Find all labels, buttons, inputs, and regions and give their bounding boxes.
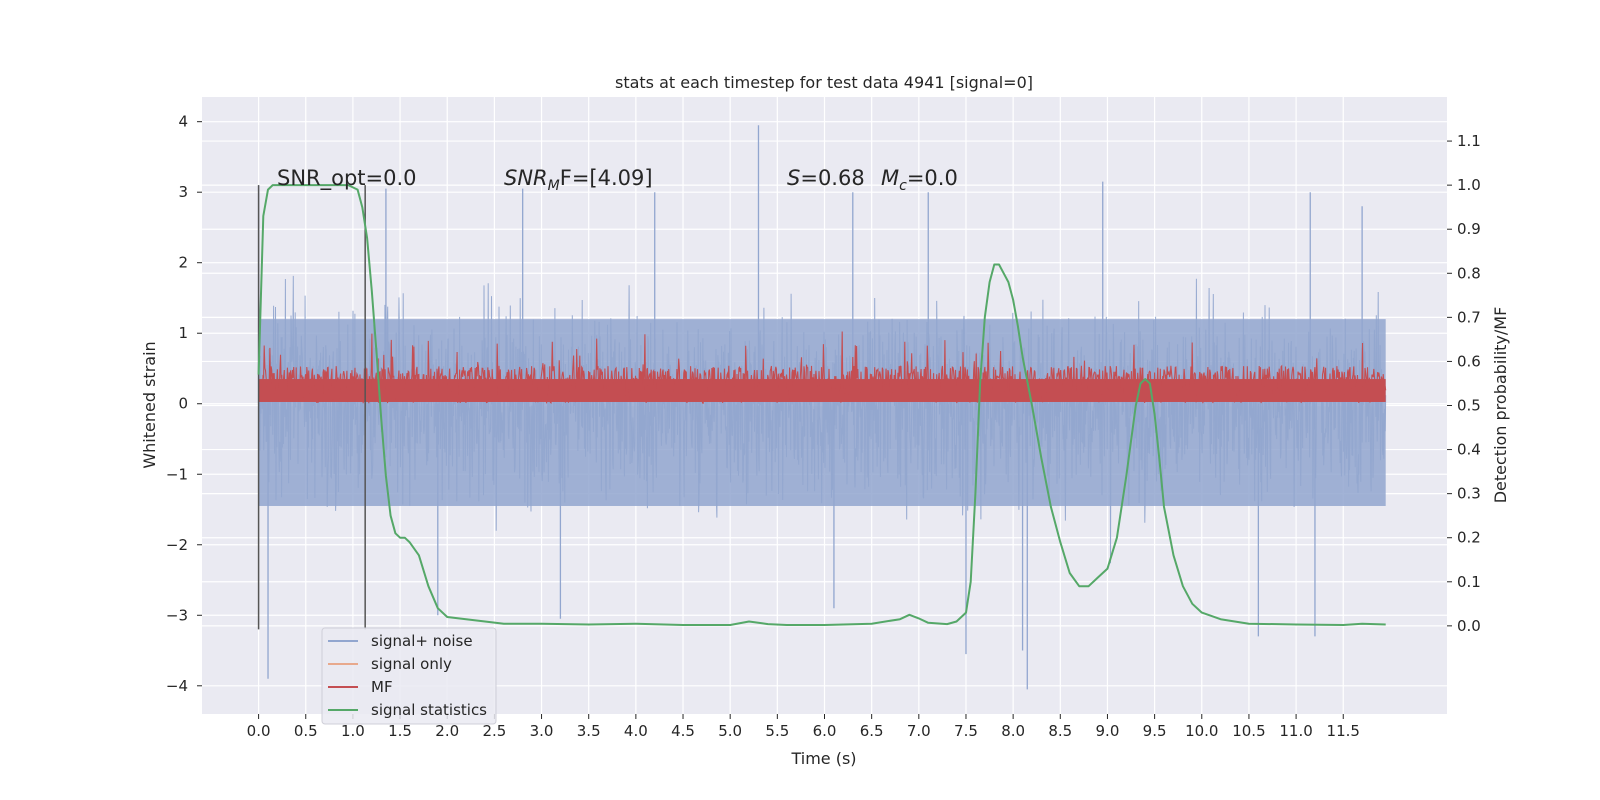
y-right-tick-label: 0.8 [1457,264,1481,282]
x-tick-label: 9.0 [1096,722,1120,740]
vertical-markers [257,185,366,630]
x-tick-label: 8.5 [1048,722,1072,740]
y-right-tick-label: 1.1 [1457,132,1481,150]
y-tick-label: −3 [166,606,188,624]
y-tick-label: −4 [166,677,188,695]
y-right-tick-label: 0.5 [1457,397,1481,415]
series-mf [258,331,1387,404]
x-tick-label: 2.5 [482,722,506,740]
x-tick-label: 3.0 [530,722,554,740]
x-tick-label: 8.0 [1001,722,1025,740]
x-tick-label: 10.5 [1232,722,1265,740]
y-axis-label: Whitened strain [140,341,159,468]
legend: signal+ noise signal only MF signal stat… [321,627,497,725]
y-right-tick-label: 0.9 [1457,220,1481,238]
x-tick-label: 0.5 [294,722,318,740]
signal-noise-trace [258,275,1387,564]
legend-label-signal-statistics: signal statistics [371,701,487,719]
y-right-tick-label: 0.1 [1457,573,1481,591]
x-tick-label: 10.0 [1185,722,1218,740]
x-tick-label: 9.5 [1143,722,1167,740]
y-tick-label: −1 [166,465,188,483]
series-signal-statistics [257,184,1386,626]
x-axis-ticks: 0.0 0.5 1.0 1.5 2.0 2.5 3.0 3.5 4.0 4.5 5.0 5.5 6.0 6… [247,714,1360,740]
x-tick-label: 1.0 [341,722,365,740]
y-tick-label: 1 [178,324,188,342]
chart-title: stats at each timestep for test data 494… [615,73,1033,92]
y-tick-label: 3 [178,183,188,201]
x-tick-label: 2.0 [435,722,459,740]
y-right-tick-label: 0.6 [1457,352,1481,370]
y-right-tick-label: 0.0 [1457,617,1481,635]
y-tick-label: −2 [166,536,188,554]
x-axis-label: Time (s) [790,749,856,768]
x-tick-label: 4.5 [671,722,695,740]
x-tick-label: 4.0 [624,722,648,740]
series-signal-noise [257,125,1387,690]
x-tick-label: 1.5 [388,722,412,740]
plot-series [257,125,1387,690]
y-right-tick-label: 0.3 [1457,485,1481,503]
annotation-mc: Mc=0.0 [881,166,958,194]
signal-statistics-line [257,184,1386,626]
y-tick-label: 0 [178,395,188,413]
y-axis-ticks: 4 3 2 1 0 −1 −2 −3 −4 [166,113,202,695]
y-right-tick-label: 0.4 [1457,441,1481,459]
legend-label-mf: MF [371,678,393,696]
x-tick-label: 5.0 [718,722,742,740]
legend-label-signal-noise: signal+ noise [371,632,473,650]
x-tick-label: 3.5 [577,722,601,740]
y-tick-label: 4 [178,113,188,131]
y-right-tick-label: 1.0 [1457,176,1481,194]
y-right-tick-label: 0.7 [1457,308,1481,326]
x-tick-label: 11.5 [1327,722,1360,740]
x-tick-label: 6.0 [813,722,837,740]
legend-box [321,627,497,725]
annotation-s: S=0.68 [787,166,865,190]
x-tick-label: 5.5 [765,722,789,740]
mf-trace [258,331,1387,404]
x-tick-label: 7.5 [954,722,978,740]
x-tick-label: 11.0 [1279,722,1312,740]
y-right-axis-label: Detection probability/MF [1491,307,1510,504]
legend-label-signal-only: signal only [371,655,452,673]
annotation-snr-mf: SNRMF=[4.09] [504,166,653,194]
y-tick-label: 2 [178,254,188,272]
x-tick-label: 6.5 [860,722,884,740]
y-right-tick-label: 0.2 [1457,529,1481,547]
x-tick-label: 7.0 [907,722,931,740]
y-right-axis-ticks: 1.1 1.0 0.9 0.8 0.7 0.6 0.5 0.4 0.3 0.2 0.1 0.0 [1447,132,1481,635]
annotation-snr-opt: SNR_opt=0.0 [277,166,417,191]
x-tick-label: 0.0 [247,722,271,740]
